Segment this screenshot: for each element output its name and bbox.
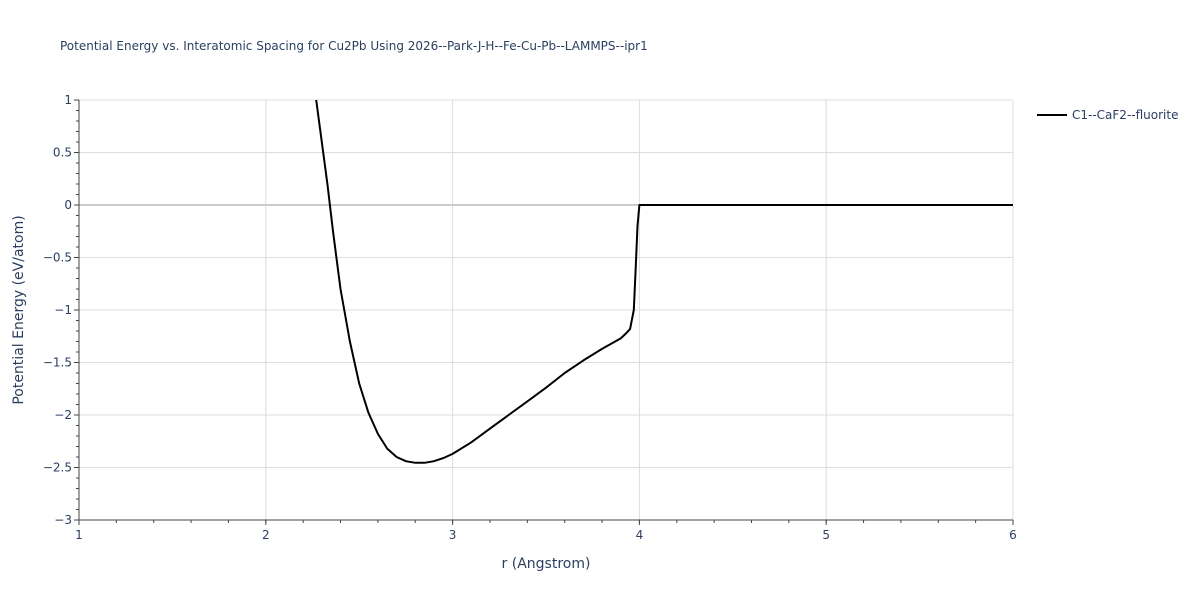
y-axis-title: Potential Energy (eV/atom): [11, 215, 27, 404]
legend-label: C1--CaF2--fluorite: [1072, 108, 1178, 122]
x-tick-label: 2: [262, 528, 270, 542]
chart-title: Potential Energy vs. Interatomic Spacing…: [60, 39, 648, 53]
x-axis-title: r (Angstrom): [502, 556, 591, 572]
y-tick-label: 0.5: [53, 146, 72, 160]
x-tick-label: 6: [1009, 528, 1017, 542]
y-tick-label: −3: [54, 513, 72, 527]
x-tick-label: 1: [75, 528, 83, 542]
y-tick-label: −2.5: [43, 461, 72, 475]
grid: [79, 99, 1014, 520]
x-tick-label: 4: [636, 528, 644, 542]
plot-area: [315, 99, 1013, 464]
y-tick-label: −1.5: [43, 356, 72, 370]
y-tick-label: 0: [64, 198, 72, 212]
x-tick-label: 3: [449, 528, 457, 542]
y-tick-label: −1: [54, 303, 72, 317]
x-ticks: 1 2 3 4 5 6: [75, 520, 1017, 542]
y-tick-label: −0.5: [43, 251, 72, 265]
series-line[interactable]: [315, 99, 1013, 464]
x-tick-label: 5: [822, 528, 830, 542]
legend[interactable]: C1--CaF2--fluorite: [1037, 108, 1178, 122]
y-tick-label: 1: [64, 93, 72, 107]
y-tick-label: −2: [54, 408, 72, 422]
y-ticks: −3 −2.5 −2 −1.5 −1 −0.5 0 0.5 1: [43, 93, 79, 527]
